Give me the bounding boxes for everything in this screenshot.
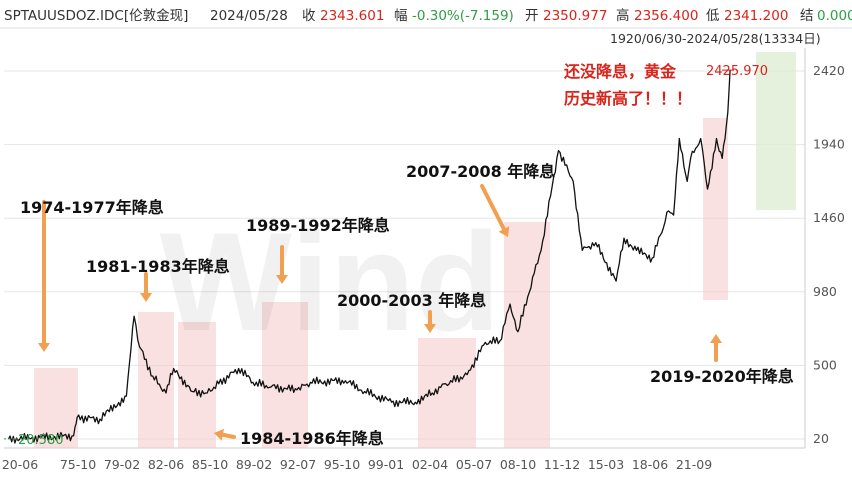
price-line-layer bbox=[4, 69, 735, 444]
annotation-1989-1992: 1989-1992年降息 bbox=[246, 216, 390, 235]
annotation-arrow-6 bbox=[710, 334, 722, 362]
rate-cut-band-4 bbox=[418, 338, 476, 448]
annotation-arrow-0 bbox=[38, 200, 50, 352]
start-value-label: 20.580 bbox=[18, 433, 64, 448]
recent-highlight-band bbox=[756, 52, 796, 210]
annotation-2019-2020: 2019-2020年降息 bbox=[650, 367, 794, 386]
header-change-value: -0.30%(-7.159) bbox=[412, 8, 514, 24]
annotation-arrow-3 bbox=[276, 245, 288, 284]
annotation-labels: 1974-1977年降息 1981-1983年降息 1984-1986年降息 1… bbox=[20, 162, 794, 448]
rate-cut-bands bbox=[34, 52, 796, 448]
rate-cut-band-0 bbox=[34, 368, 78, 448]
header-low-label: 低 bbox=[706, 8, 720, 24]
x-tick-label-14: 18-06 bbox=[632, 457, 668, 472]
rate-cut-band-5 bbox=[504, 222, 550, 448]
x-tick-label-1: 75-10 bbox=[60, 457, 96, 472]
rate-cut-band-1 bbox=[138, 312, 174, 448]
header-change-label: 幅 bbox=[394, 8, 408, 24]
svg-text:Wind: Wind bbox=[160, 203, 501, 360]
x-tick-label-2: 79-02 bbox=[104, 457, 140, 472]
y-tick-label-0: 20 bbox=[813, 431, 829, 446]
grid-layer bbox=[4, 48, 806, 449]
header-close-label: 收 bbox=[302, 8, 316, 24]
x-tick-label-6: 92-07 bbox=[280, 457, 316, 472]
x-tick-label-11: 08-10 bbox=[500, 457, 536, 472]
header-close-value: 2343.601 bbox=[320, 8, 384, 24]
headline-line-2: 历史新高了！！！ bbox=[564, 89, 692, 108]
header-high-label: 高 bbox=[616, 7, 630, 24]
headline-line-1: 还没降息，黄金 bbox=[563, 62, 677, 81]
y-tick-label-5: 2420 bbox=[813, 63, 845, 78]
x-tick-label-15: 21-09 bbox=[676, 457, 712, 472]
headline: 还没降息，黄金 历史新高了！！！ bbox=[563, 62, 692, 108]
x-tick-label-13: 15-03 bbox=[588, 457, 624, 472]
x-tick-label-9: 02-04 bbox=[412, 457, 448, 472]
x-axis: 20-06 75-10 79-02 82-06 85-10 89-02 92-07 95-10… bbox=[2, 457, 712, 472]
x-tick-label-8: 99-01 bbox=[368, 457, 404, 472]
annotation-arrow-2 bbox=[214, 428, 236, 441]
annotation-2000-2003: 2000-2003 年降息 bbox=[337, 291, 486, 310]
x-tick-label-10: 05-07 bbox=[456, 457, 492, 472]
header-low-value: 2341.200 bbox=[724, 8, 788, 24]
x-tick-label-0: 20-06 bbox=[2, 457, 38, 472]
header-settle-label: 结 bbox=[800, 8, 814, 24]
header-open-label: 开 bbox=[525, 8, 539, 24]
header-date: 2024/05/28 bbox=[210, 8, 288, 24]
x-tick-label-12: 11-12 bbox=[544, 457, 580, 472]
x-tick-label-3: 82-06 bbox=[148, 457, 184, 472]
header-high-value: 2356.400 bbox=[634, 8, 698, 24]
x-tick-label-4: 85-10 bbox=[192, 457, 228, 472]
gold-price-line bbox=[7, 70, 731, 444]
annotation-1981-1983: 1981-1983年降息 bbox=[86, 257, 230, 276]
chart-header: SPTAUUSDOZ.IDC[伦敦金现] 2024/05/28 收 2343.6… bbox=[0, 7, 852, 46]
header-open-value: 2350.977 bbox=[543, 8, 607, 24]
annotation-2007-2008: 2007-2008 年降息 bbox=[406, 162, 555, 181]
peak-value-label: 2425.970 bbox=[706, 64, 768, 79]
rate-cut-band-3 bbox=[262, 302, 308, 448]
header-symbol: SPTAUUSDOZ.IDC[伦敦金现] bbox=[4, 8, 188, 24]
annotation-arrow-5 bbox=[480, 184, 510, 237]
y-tick-label-2: 980 bbox=[813, 284, 837, 299]
annotation-arrows bbox=[38, 184, 722, 441]
header-range: 1920/06/30-2024/05/28(13334日) bbox=[610, 31, 821, 46]
y-tick-label-3: 1460 bbox=[813, 210, 845, 225]
x-tick-label-7: 95-10 bbox=[324, 457, 360, 472]
rate-cut-band-2 bbox=[178, 322, 216, 448]
y-tick-label-4: 1940 bbox=[813, 137, 845, 152]
x-tick-label-5: 89-02 bbox=[236, 457, 272, 472]
annotation-arrow-4 bbox=[424, 310, 436, 333]
annotation-arrow-1 bbox=[140, 272, 152, 302]
annotation-1984-1986: 1984-1986年降息 bbox=[240, 429, 384, 448]
watermark: Wind bbox=[160, 203, 501, 360]
y-tick-label-1: 500 bbox=[813, 357, 837, 372]
annotation-1974-1977: 1974-1977年降息 bbox=[20, 198, 164, 217]
header-settle-value: 0.000 bbox=[817, 8, 852, 24]
y-axis: 20 500 980 1460 1940 2420 bbox=[813, 63, 845, 446]
